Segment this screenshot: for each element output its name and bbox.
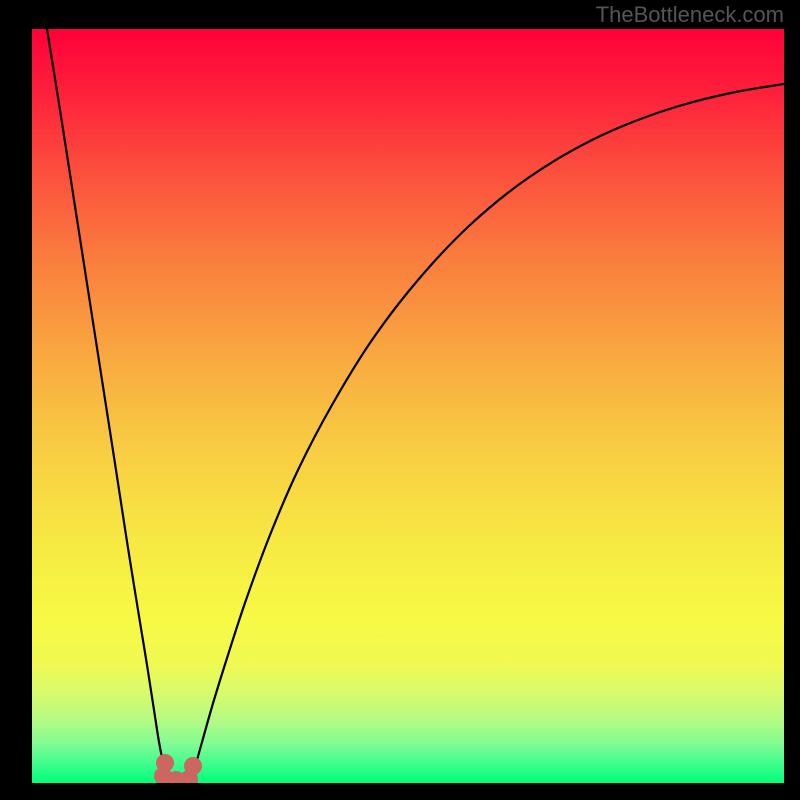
figure-container: TheBottleneck.com [0,0,800,800]
plot-background-gradient [32,29,784,783]
watermark-text: TheBottleneck.com [596,2,784,27]
chart-svg: TheBottleneck.com [0,0,800,800]
dip-marker [184,757,202,775]
